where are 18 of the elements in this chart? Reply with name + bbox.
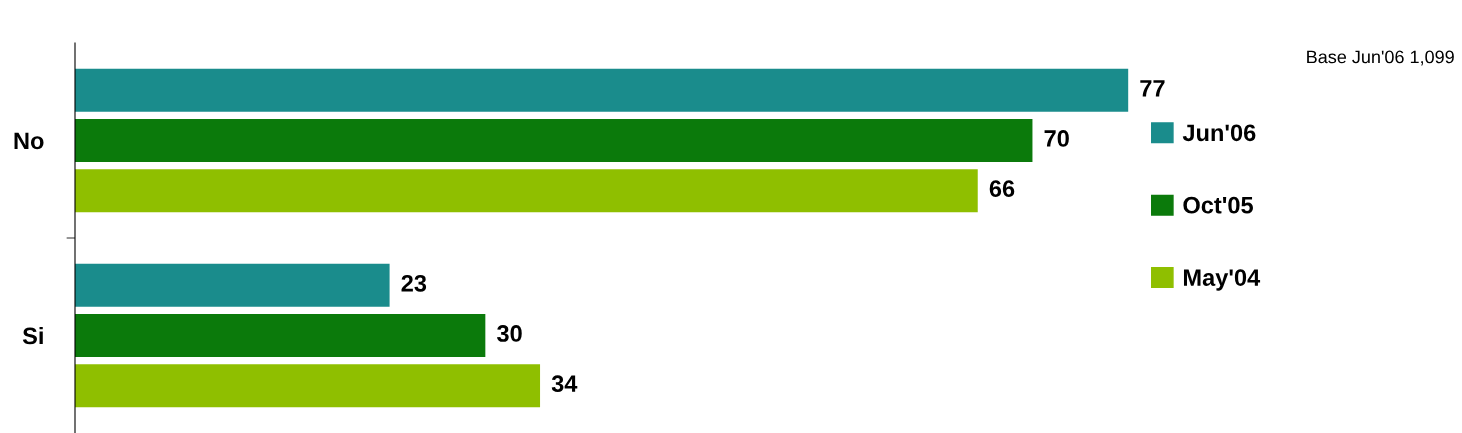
legend-label: Oct'05 (1183, 196, 1253, 214)
bar (75, 169, 978, 213)
y-tick-label: Si (22, 326, 43, 345)
data-label: 66 (989, 180, 1015, 198)
data-label: 23 (401, 274, 427, 292)
data-label: 77 (1140, 80, 1165, 97)
data-label: 70 (1044, 130, 1069, 147)
legend-label: May'04 (1183, 269, 1261, 291)
data-label: 30 (496, 325, 522, 342)
bar (75, 263, 390, 307)
legend-label: Jun'06 (1182, 124, 1256, 142)
data-label: 34 (551, 375, 578, 393)
text: Base Jun'06 1,099 (1307, 50, 1454, 66)
y-tick-label: No (14, 132, 44, 150)
bar (75, 119, 1033, 162)
bar (75, 314, 486, 357)
bar (75, 364, 541, 408)
bar (75, 68, 1129, 112)
